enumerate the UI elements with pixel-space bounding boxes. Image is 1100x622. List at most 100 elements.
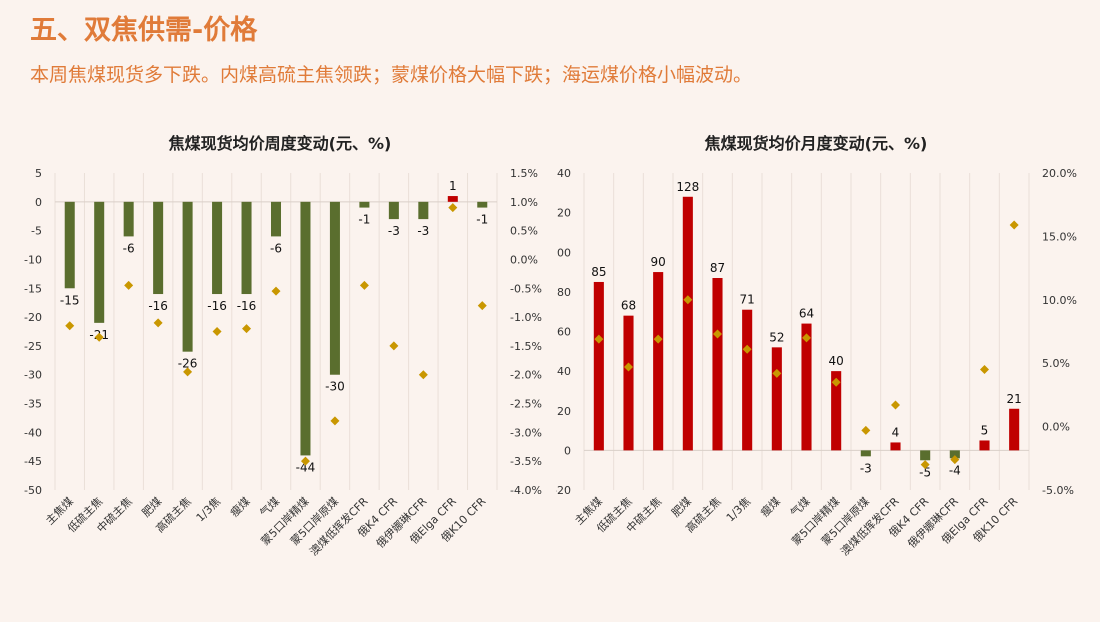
y-tick-label: -30 bbox=[24, 369, 42, 382]
x-category-label: 瘦煤 bbox=[227, 494, 252, 519]
pct-marker bbox=[831, 377, 841, 387]
bar-value-label: -4 bbox=[949, 463, 961, 477]
y2-tick-label: 10.0% bbox=[1042, 294, 1077, 307]
pct-marker bbox=[713, 329, 722, 339]
bar-value-label: -44 bbox=[296, 460, 316, 474]
y2-tick-label: -3.0% bbox=[510, 426, 542, 439]
bar bbox=[123, 201, 134, 237]
bar-value-label: -3 bbox=[417, 224, 429, 238]
pct-marker bbox=[330, 416, 340, 426]
bar bbox=[653, 272, 664, 451]
bar bbox=[623, 315, 634, 451]
y2-tick-label: -4.0% bbox=[510, 484, 542, 497]
bar-value-label: 128 bbox=[676, 180, 699, 194]
bar-value-label: 4 bbox=[892, 425, 900, 439]
weekly-change-chart-svg: 焦煤现货均价周度变动(元、%) 5 0 -5 -10 -15 -20 -25 -30 -35 -40… bbox=[24, 134, 542, 558]
y2-tick-label: 0.0% bbox=[510, 253, 538, 266]
x-category-label: 气煤 bbox=[257, 494, 282, 519]
x-category-label: 瘦煤 bbox=[757, 494, 782, 519]
y-tick-label: 20 bbox=[557, 405, 571, 418]
pct-marker bbox=[389, 341, 399, 351]
bar-value-label: -30 bbox=[325, 380, 345, 394]
y2-tick-label: 1.0% bbox=[510, 196, 538, 209]
page-title: 五、双焦供需-价格 bbox=[30, 15, 258, 46]
pct-marker bbox=[242, 324, 252, 334]
y2-tick-label: -5.0% bbox=[1042, 484, 1074, 497]
y2-tick-label: -2.0% bbox=[510, 369, 542, 382]
y-tick-label: 0 bbox=[35, 196, 42, 209]
bar-value-label: -16 bbox=[237, 299, 257, 313]
bar bbox=[477, 201, 488, 208]
y-tick-label: -25 bbox=[24, 340, 42, 353]
y-tick-label: -20 bbox=[556, 484, 571, 497]
chart-title: 焦煤现货均价月度变动(元、%) bbox=[704, 134, 928, 153]
y2-tick-label: 5.0% bbox=[1042, 357, 1070, 370]
monthly-change-chart: 焦煤现货均价月度变动(元、%) 140 120 100 80 60 40 20 0 -20 20.0… bbox=[550, 120, 1100, 618]
bar-value-label: -6 bbox=[270, 241, 282, 255]
bar-value-label: 71 bbox=[740, 293, 755, 307]
bar bbox=[890, 442, 901, 451]
bar bbox=[270, 201, 282, 237]
pct-marker bbox=[683, 295, 693, 305]
bar bbox=[860, 450, 871, 457]
pct-marker bbox=[65, 321, 75, 331]
pct-marker bbox=[124, 280, 134, 290]
bar-value-label: 21 bbox=[1007, 392, 1022, 406]
y-tick-label: 80 bbox=[557, 286, 571, 299]
bar bbox=[949, 450, 960, 459]
y2-tick-label: 0.0% bbox=[1042, 421, 1070, 434]
y2-tick-label: -2.5% bbox=[510, 398, 542, 411]
pct-marker bbox=[1009, 220, 1019, 230]
monthly-change-chart-svg: 焦煤现货均价月度变动(元、%) 140 120 100 80 60 40 20 0 -20 20.0… bbox=[550, 134, 1077, 558]
bar bbox=[153, 201, 164, 295]
bar-value-label: -5 bbox=[919, 465, 931, 479]
pct-marker bbox=[802, 333, 811, 343]
bar bbox=[388, 201, 399, 220]
bar-value-label: 64 bbox=[799, 307, 814, 321]
y-tick-label: -50 bbox=[24, 484, 42, 497]
y2-tick-label: -1.5% bbox=[510, 340, 542, 353]
bar bbox=[682, 196, 693, 451]
bar-value-label: -16 bbox=[148, 299, 168, 313]
bar bbox=[64, 201, 75, 289]
bar-value-label: 1 bbox=[449, 179, 457, 193]
pct-marker bbox=[920, 460, 930, 470]
y2-tick-label: 1.5% bbox=[510, 167, 538, 180]
bar-value-label: -1 bbox=[476, 213, 488, 227]
bar-value-label: -6 bbox=[123, 241, 135, 255]
pct-marker bbox=[653, 334, 663, 344]
bar-value-label: 68 bbox=[621, 299, 636, 313]
pct-marker bbox=[448, 203, 458, 213]
pct-marker bbox=[212, 327, 222, 336]
y-tick-label: 40 bbox=[557, 365, 571, 378]
y-tick-label: 100 bbox=[556, 246, 571, 259]
y-tick-label: -40 bbox=[24, 426, 42, 439]
y2-tick-label: 20.0% bbox=[1042, 167, 1077, 180]
bar-value-label: 85 bbox=[591, 265, 606, 279]
y-tick-label: 140 bbox=[556, 167, 571, 180]
pct-marker bbox=[271, 286, 281, 296]
bar-value-label: -26 bbox=[178, 357, 198, 371]
bar bbox=[241, 201, 252, 295]
bar-value-label: -3 bbox=[860, 461, 872, 475]
bar-value-label: -1 bbox=[358, 213, 370, 227]
pct-marker bbox=[94, 332, 104, 342]
y2-tick-label: -1.0% bbox=[510, 311, 542, 324]
y-tick-label: -10 bbox=[24, 253, 42, 266]
bar-value-label: -3 bbox=[388, 224, 400, 238]
y-tick-label: -15 bbox=[24, 282, 42, 295]
x-category-label: 气煤 bbox=[787, 494, 812, 519]
x-category-label: 肥煤 bbox=[140, 495, 165, 520]
y-tick-label: -20 bbox=[24, 311, 42, 324]
page-subtitle: 本周焦煤现货多下跌。内煤高硫主焦领跌；蒙煤价格大幅下跌；海运煤价格小幅波动。 bbox=[30, 64, 753, 86]
bar bbox=[418, 201, 429, 220]
pct-marker bbox=[891, 400, 900, 410]
bar bbox=[182, 201, 193, 352]
x-category-label: 肥煤 bbox=[669, 495, 694, 520]
bar-value-label: -15 bbox=[60, 293, 80, 307]
bar-value-label: -16 bbox=[207, 299, 227, 313]
bar bbox=[447, 196, 458, 202]
bar bbox=[359, 201, 370, 208]
bar-value-label: 90 bbox=[651, 255, 666, 269]
bar bbox=[1009, 408, 1020, 451]
